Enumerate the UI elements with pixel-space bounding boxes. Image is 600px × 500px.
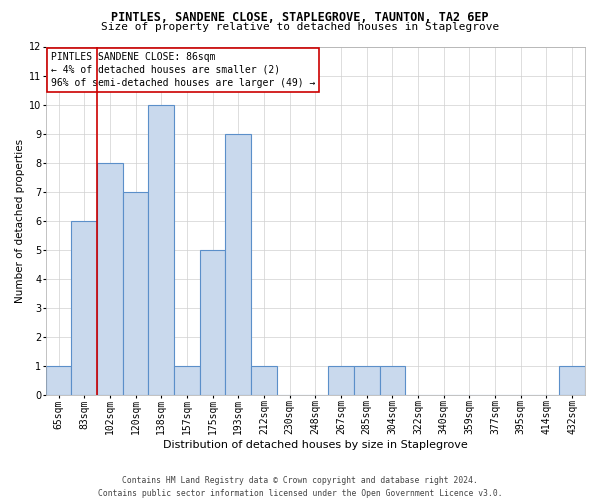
- X-axis label: Distribution of detached houses by size in Staplegrove: Distribution of detached houses by size …: [163, 440, 468, 450]
- Text: PINTLES, SANDENE CLOSE, STAPLEGROVE, TAUNTON, TA2 6EP: PINTLES, SANDENE CLOSE, STAPLEGROVE, TAU…: [111, 11, 489, 24]
- Bar: [71, 221, 97, 395]
- Bar: [380, 366, 405, 395]
- Bar: [559, 366, 585, 395]
- Bar: [200, 250, 226, 395]
- Bar: [148, 104, 174, 395]
- Bar: [123, 192, 148, 395]
- Bar: [251, 366, 277, 395]
- Text: PINTLES SANDENE CLOSE: 86sqm
← 4% of detached houses are smaller (2)
96% of semi: PINTLES SANDENE CLOSE: 86sqm ← 4% of det…: [51, 52, 316, 88]
- Y-axis label: Number of detached properties: Number of detached properties: [15, 138, 25, 303]
- Bar: [354, 366, 380, 395]
- Bar: [174, 366, 200, 395]
- Bar: [328, 366, 354, 395]
- Text: Contains HM Land Registry data © Crown copyright and database right 2024.
Contai: Contains HM Land Registry data © Crown c…: [98, 476, 502, 498]
- Text: Size of property relative to detached houses in Staplegrove: Size of property relative to detached ho…: [101, 22, 499, 32]
- Bar: [97, 162, 123, 395]
- Bar: [226, 134, 251, 395]
- Bar: [46, 366, 71, 395]
